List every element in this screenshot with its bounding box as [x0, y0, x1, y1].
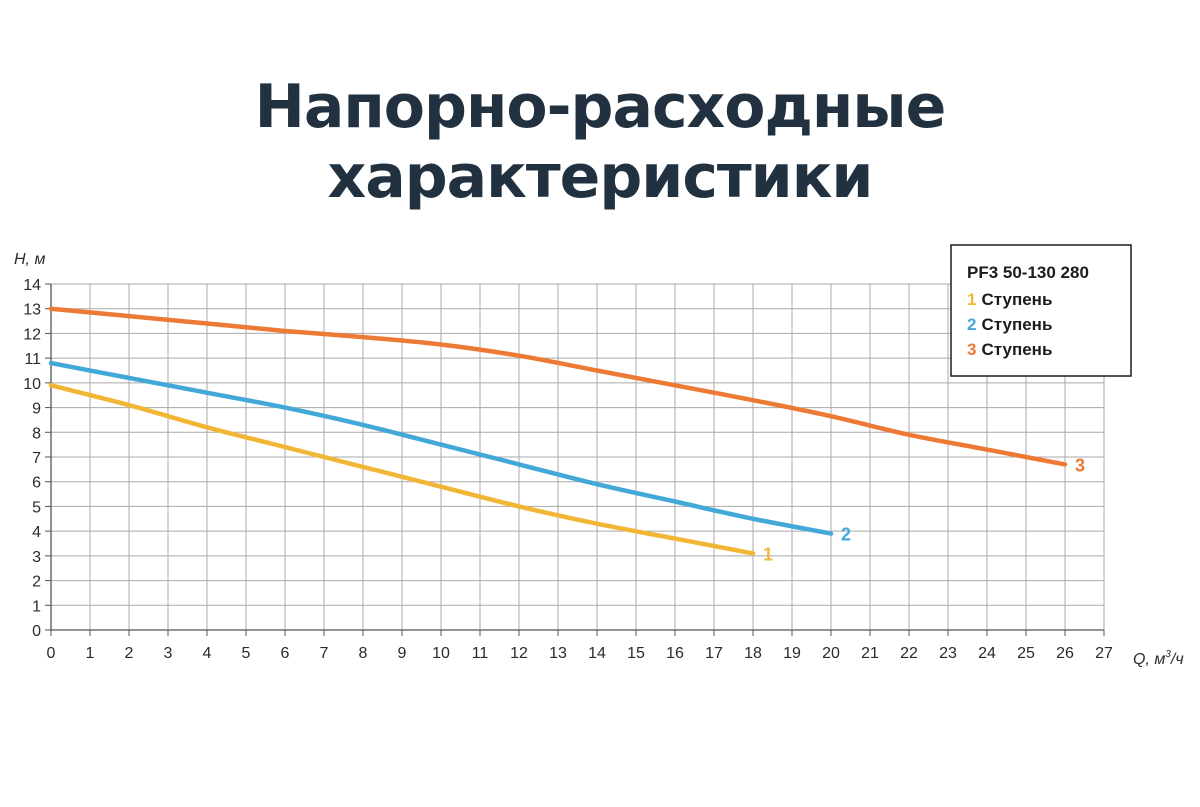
series-line-1: [48, 383, 756, 556]
chart-grid: [51, 283, 1105, 630]
series-line-3: [48, 306, 1068, 467]
y-tick-label: 2: [32, 574, 41, 591]
legend-title: PF3 50-130 280: [967, 263, 1089, 282]
y-tick-label: 14: [23, 277, 41, 294]
x-tick-label: 9: [398, 645, 407, 662]
y-tick-label: 9: [32, 401, 41, 418]
tick-labels: 0 1 2 3 4 5 6 7 8 9 10 11 12 13 14 15 16 17 18 19 20 21 22 23 24…: [23, 277, 1113, 662]
y-tick-label: 10: [23, 376, 41, 393]
x-tick-label: 17: [705, 645, 723, 662]
y-tick-label: 8: [32, 425, 41, 442]
x-tick-label: 16: [666, 645, 684, 662]
legend-item-1-label: Ступень: [981, 290, 1052, 309]
x-tick-label: 27: [1095, 645, 1113, 662]
x-tick-label: 25: [1017, 645, 1035, 662]
chart-series: 1 2 3: [48, 306, 1085, 564]
series-end-label-1: 1: [763, 544, 773, 564]
x-tick-label: 24: [978, 645, 996, 662]
x-tick-label: 4: [203, 645, 212, 662]
x-tick-label: 7: [320, 645, 329, 662]
x-axis-label-tail: /ч: [1170, 651, 1184, 668]
x-tick-label: 1: [86, 645, 95, 662]
x-tick-label: 0: [47, 645, 56, 662]
legend-item-3-label: Ступень: [981, 340, 1052, 359]
legend-item-2-label: Ступень: [981, 315, 1052, 334]
y-tick-label: 12: [23, 326, 41, 343]
x-tick-label: 22: [900, 645, 918, 662]
x-tick-label: 8: [359, 645, 368, 662]
y-tick-label: 13: [23, 302, 41, 319]
y-tick-label: 7: [32, 450, 41, 467]
legend-item-1-num: 1: [967, 290, 976, 309]
legend-item-3: 3 Ступень: [967, 340, 1052, 359]
x-tick-label: 20: [822, 645, 840, 662]
x-tick-label: 5: [242, 645, 251, 662]
x-tick-label: 23: [939, 645, 957, 662]
x-tick-label: 10: [432, 645, 450, 662]
x-tick-label: 14: [588, 645, 606, 662]
legend-item-2: 2 Ступень: [967, 315, 1052, 334]
x-tick-label: 6: [281, 645, 290, 662]
legend-item-3-num: 3: [967, 340, 976, 359]
x-axis-label: Q, м3/ч: [1133, 649, 1184, 668]
y-tick-label: 1: [32, 598, 41, 615]
legend-box: [950, 244, 1132, 377]
y-tick-label: 5: [32, 499, 41, 516]
chart-axes: [45, 283, 1105, 636]
x-tick-label: 11: [472, 645, 489, 662]
x-tick-label: 13: [549, 645, 567, 662]
series-end-label-3: 3: [1075, 455, 1085, 475]
x-tick-label: 2: [125, 645, 134, 662]
x-axis-label-sup: 3: [1165, 649, 1171, 660]
y-axis-label: H, м: [14, 251, 45, 268]
x-tick-label: 26: [1056, 645, 1074, 662]
x-tick-label: 15: [627, 645, 645, 662]
legend-item-2-num: 2: [967, 315, 976, 334]
page-title: Напорно-расходные характеристики: [254, 72, 947, 212]
x-tick-label: 18: [744, 645, 762, 662]
x-axis-label-main: Q, м: [1133, 651, 1165, 668]
legend: PF3 50-130 280 1 Ступень 2 Ступень 3 Ступен…: [950, 244, 1132, 377]
x-tick-label: 12: [510, 645, 528, 662]
series-line-2: [48, 360, 834, 536]
y-tick-label: 3: [32, 549, 41, 566]
y-tick-label: 0: [32, 623, 41, 640]
legend-item-1: 1 Ступень: [967, 290, 1052, 309]
series-end-label-2: 2: [841, 525, 851, 545]
y-tick-label: 6: [32, 475, 41, 492]
x-tick-label: 19: [783, 645, 801, 662]
y-tick-label: 11: [24, 351, 41, 368]
x-tick-label: 3: [164, 645, 173, 662]
x-tick-label: 21: [861, 645, 879, 662]
y-tick-label: 4: [32, 524, 41, 541]
